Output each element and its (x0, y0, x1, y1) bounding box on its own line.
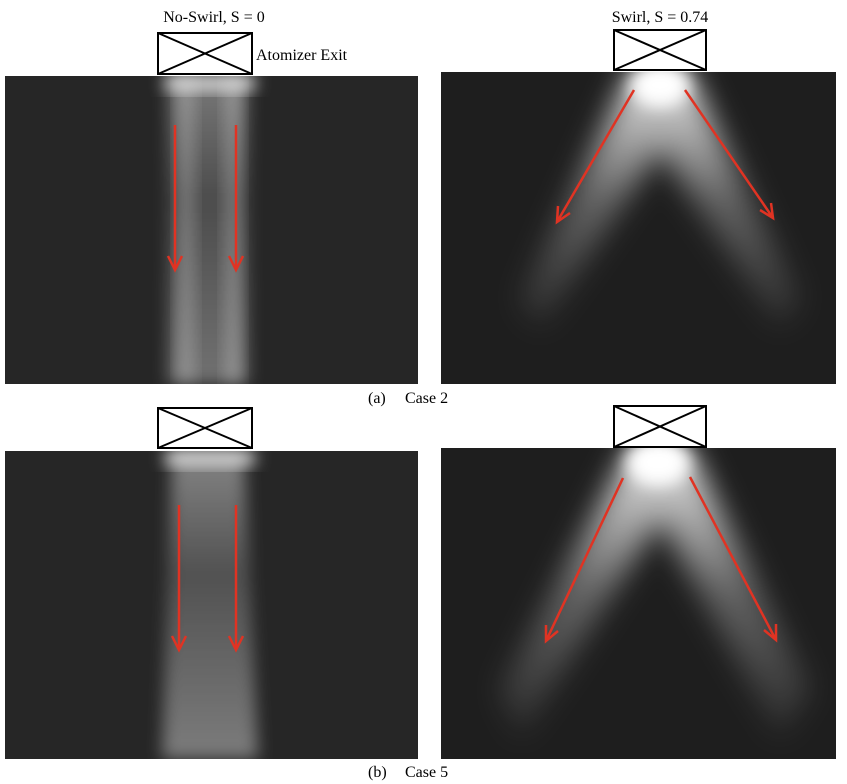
spray-image (441, 63, 836, 384)
panel-title: No-Swirl, S = 0 (163, 9, 264, 26)
caption-label: (b) (368, 764, 387, 781)
atomizer-box (158, 408, 252, 448)
atomizer-box (614, 30, 706, 70)
caption-text: Case 2 (405, 390, 448, 407)
spray-image (5, 76, 418, 384)
caption-text: Case 5 (405, 764, 448, 781)
panel-title: Swirl, S = 0.74 (612, 9, 709, 26)
atomizer-box (614, 406, 706, 447)
spray-image (441, 438, 836, 759)
figure: No-Swirl, S = 0 Swirl, S = 0.74 Atomizer… (0, 0, 847, 784)
spray-image (5, 451, 418, 759)
caption-label: (a) (368, 390, 386, 407)
atomizer-label: Atomizer Exit (256, 47, 348, 64)
atomizer-box (158, 33, 252, 74)
